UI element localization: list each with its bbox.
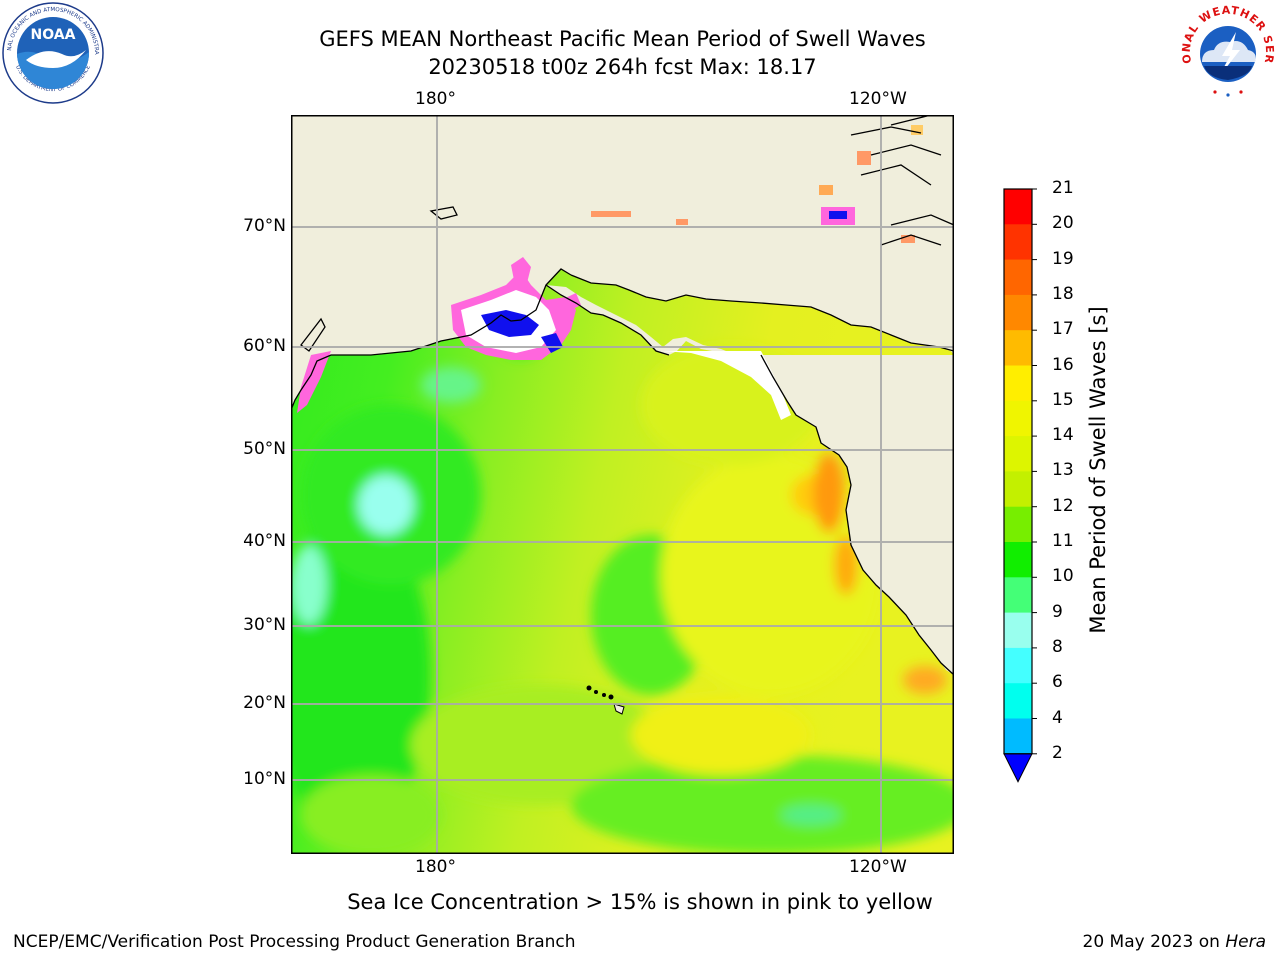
colorbar-segment xyxy=(1004,400,1032,437)
lon-label-top-120w: 120°W xyxy=(849,89,907,109)
colorbar-tick-label: 20 xyxy=(1052,213,1074,234)
colorbar-segment xyxy=(1004,577,1032,614)
colorbar-tick-label: 18 xyxy=(1052,283,1074,304)
sea-ice-arctic xyxy=(591,125,923,243)
lat-label-30n: 30°N xyxy=(243,615,286,635)
colorbar-graphic xyxy=(1003,188,1037,783)
colorbar-tick-label: 6 xyxy=(1052,672,1063,693)
hawaii-islands xyxy=(586,685,625,715)
colorbar-tick-label: 10 xyxy=(1052,566,1074,587)
landmass xyxy=(291,115,954,675)
graticule xyxy=(291,115,954,854)
colorbar-tick-label: 9 xyxy=(1052,601,1063,622)
lat-label-10n: 10°N xyxy=(243,769,286,789)
colorbar-segment xyxy=(1004,259,1032,296)
colorbar-tick-label: 12 xyxy=(1052,495,1074,516)
swell-period-map xyxy=(271,114,971,855)
colorbar-segment xyxy=(1004,647,1032,684)
colorbar-segment xyxy=(1004,365,1032,402)
colorbar-tick-label: 16 xyxy=(1052,354,1074,375)
map-panel xyxy=(271,114,971,855)
date-text: 20 May 2023 on Hera xyxy=(1083,932,1267,952)
host-name: Hera xyxy=(1225,932,1266,952)
sea-ice-bering xyxy=(297,257,581,413)
colorbar-segment xyxy=(1004,471,1032,508)
colorbar-segment xyxy=(1004,718,1032,755)
colorbar-segment xyxy=(1004,224,1032,261)
lon-label-bottom-180: 180° xyxy=(415,857,456,877)
lat-label-50n: 50°N xyxy=(243,439,286,459)
colorbar-tick-label: 19 xyxy=(1052,248,1074,269)
colorbar-tick-label: 21 xyxy=(1052,178,1074,198)
colorbar-tick-label: 15 xyxy=(1052,389,1074,410)
date-value: 20 May 2023 on xyxy=(1082,932,1220,952)
colorbar-tick-label: 13 xyxy=(1052,460,1074,481)
lon-label-top-180: 180° xyxy=(415,89,456,109)
noaa-logo: NATIONAL OCEANIC AND ATMOSPHERIC ADMINIS… xyxy=(0,0,104,104)
colorbar-label: Mean Period of Swell Waves [s] xyxy=(1086,306,1110,634)
lon-label-bottom-120w: 120°W xyxy=(849,857,907,877)
colorbar-tick-label: 14 xyxy=(1052,425,1074,446)
colorbar-segment xyxy=(1004,294,1032,331)
lat-label-40n: 40°N xyxy=(243,531,286,551)
colorbar-tick-label: 8 xyxy=(1052,636,1063,657)
colorbar xyxy=(1000,185,1040,785)
colorbar-extend-arrow xyxy=(1003,753,1033,783)
coastlines xyxy=(290,114,955,676)
nws-logo: NATIONAL WEATHER SERVICE xyxy=(1173,0,1278,102)
lat-label-70n: 70°N xyxy=(243,216,286,236)
colorbar-tick-label: 4 xyxy=(1052,707,1063,728)
lat-label-20n: 20°N xyxy=(243,693,286,713)
colorbar-segment xyxy=(1004,542,1032,578)
sea-ice-note: Sea Ice Concentration > 15% is shown in … xyxy=(347,890,933,914)
colorbar-segment xyxy=(1004,683,1032,719)
colorbar-tick-label: 2 xyxy=(1052,742,1063,763)
map-subtitle-run: 20230518 t00z 264h fcst Max: 18.17 xyxy=(428,55,817,79)
colorbar-segment xyxy=(1004,612,1032,649)
colorbar-segment xyxy=(1004,506,1032,543)
map-title: GEFS MEAN Northeast Pacific Mean Period … xyxy=(319,27,926,51)
colorbar-tick-label: 11 xyxy=(1052,531,1074,551)
credit-text: NCEP/EMC/Verification Post Processing Pr… xyxy=(13,932,576,952)
colorbar-segment xyxy=(1004,189,1032,225)
map-frame xyxy=(291,115,954,854)
noaa-wordmark: NOAA xyxy=(31,27,76,43)
colorbar-segment xyxy=(1004,330,1032,366)
lat-label-60n: 60°N xyxy=(243,336,286,356)
colorbar-segment xyxy=(1004,436,1032,472)
colorbar-tick-label: 17 xyxy=(1052,319,1074,340)
